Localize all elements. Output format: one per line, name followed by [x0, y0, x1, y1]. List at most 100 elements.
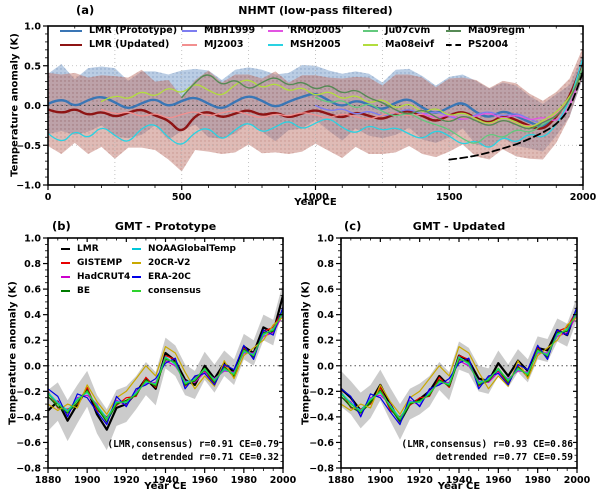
svg-text:−0.8: −0.8 — [16, 464, 41, 475]
ma08eivf-legend-label: Ma08eivf — [385, 39, 435, 50]
legend-item-ps2004: PS2004 — [446, 39, 508, 50]
msh2005-legend-label: MSH2005 — [290, 39, 341, 50]
svg-text:0: 0 — [45, 192, 52, 203]
panel-a-gridlines — [48, 26, 583, 185]
ma09regm-line — [181, 69, 583, 130]
svg-text:0.8: 0.8 — [317, 259, 334, 270]
svg-text:−0.2: −0.2 — [309, 387, 334, 398]
svg-text:1900: 1900 — [367, 475, 394, 486]
ps2004-legend-label: PS2004 — [468, 39, 509, 50]
svg-text:2000: 2000 — [270, 475, 297, 486]
panel-b-title: GMT - Prototype — [114, 220, 217, 233]
svg-text:0.2: 0.2 — [24, 336, 41, 347]
ps2004-legend-line — [446, 43, 461, 46]
svg-text:2000: 2000 — [570, 192, 597, 203]
consensus-legend-line — [132, 290, 141, 292]
lmr_updated-legend-line — [60, 43, 82, 46]
legend-item-era20c: ERA-20C — [132, 272, 191, 282]
ma09regm-legend-label: Ma09regm — [468, 25, 525, 36]
svg-text:−0.2: −0.2 — [16, 387, 41, 398]
svg-text:1960: 1960 — [485, 475, 512, 486]
era20c-line — [341, 306, 577, 426]
svg-text:1880: 1880 — [35, 475, 62, 486]
svg-text:1.0: 1.0 — [317, 234, 334, 245]
panel-c-bands — [341, 296, 577, 440]
panel-c-frame — [340, 237, 578, 469]
svg-text:1.0: 1.0 — [24, 22, 41, 33]
legend-item-tcr_v2: 20CR-V2 — [132, 258, 190, 268]
panel-b-frame — [47, 237, 284, 469]
panel-a-ylabel: Temperature anomaly (K) — [9, 33, 21, 177]
era20c-legend-line — [132, 276, 141, 278]
noaaglobaltemp-legend-line — [132, 248, 141, 250]
legend-item-rmo2005: RMO2005 — [268, 25, 341, 36]
rmo2005-legend-label: RMO2005 — [290, 25, 342, 36]
gistemp-legend-label: GISTEMP — [77, 258, 123, 268]
panel-c-series — [341, 306, 577, 426]
svg-text:−0.8: −0.8 — [309, 464, 334, 475]
legend-item-hadcrut4: HadCRUT4 — [61, 272, 130, 282]
panel-a-xlabel: Year CE — [294, 197, 337, 208]
legend-item-be: BE — [61, 286, 90, 296]
consensus-line — [48, 311, 283, 420]
legend-item-msh2005: MSH2005 — [268, 39, 341, 50]
ju07cvm-legend-label: Ju07cvm — [385, 25, 431, 36]
legend-item-mj2003: MJ2003 — [182, 39, 243, 50]
panel-a-title: NHMT (low-pass filtered) — [238, 4, 393, 17]
svg-text:1900: 1900 — [74, 475, 101, 486]
panel-c-lmr-uncertainty-band — [341, 296, 577, 440]
panel-b-lmr-uncertainty-band — [48, 282, 283, 451]
svg-text:1500: 1500 — [436, 192, 463, 203]
svg-text:1940: 1940 — [152, 475, 179, 486]
svg-text:1000: 1000 — [302, 192, 329, 203]
panel-b-ylabel: Temperature anomaly (K) — [7, 281, 19, 425]
hadcrut4-legend-line — [61, 276, 70, 278]
svg-text:−0.4: −0.4 — [16, 412, 41, 423]
ma09regm-legend-line — [446, 29, 461, 32]
legend-item-lmr_prototype: LMR (Prototype) — [60, 25, 177, 36]
tcr_v2-line — [341, 316, 577, 415]
panel-c-tick-labels: 1880 1900 1920 1940 1960 1980 2000 −0.8 −0.6 −0.4… — [309, 234, 590, 487]
panel-b-bands — [48, 282, 283, 451]
svg-text:2000: 2000 — [564, 475, 591, 486]
svg-text:0.6: 0.6 — [24, 285, 41, 296]
legend-item-ma09regm: Ma09regm — [446, 25, 525, 36]
svg-text:1960: 1960 — [191, 475, 218, 486]
ma08eivf-line — [100, 73, 583, 128]
panel-c-ylabel: Temperature anomaly (K) — [300, 281, 312, 425]
panel-b-detrended-stats: detrended r=0.71 CE=0.32 — [141, 452, 279, 463]
legend-item-consensus: consensus — [132, 286, 201, 296]
lmr_prototype-legend-label: LMR (Prototype) — [89, 25, 178, 36]
svg-text:1980: 1980 — [524, 475, 551, 486]
svg-text:−1.0: −1.0 — [16, 181, 41, 192]
svg-text:0.5: 0.5 — [24, 61, 41, 72]
noaaglobaltemp-legend-label: NOAAGlobalTemp — [148, 244, 236, 254]
svg-text:0.0: 0.0 — [317, 361, 334, 372]
gistemp-line — [341, 309, 577, 418]
consensus-line — [341, 311, 577, 420]
rmo2005-legend-line — [268, 29, 283, 32]
legend-item-ma08eivf: Ma08eivf — [363, 39, 434, 50]
msh2005-legend-line — [268, 43, 283, 46]
legend-item-lmr: LMR — [61, 244, 99, 254]
svg-text:0.2: 0.2 — [317, 336, 334, 347]
svg-text:0.0: 0.0 — [24, 101, 41, 112]
hadcrut4-legend-label: HadCRUT4 — [77, 272, 131, 282]
svg-text:0.0: 0.0 — [24, 361, 41, 372]
gistemp-legend-line — [61, 262, 70, 264]
legend-item-gistemp: GISTEMP — [61, 258, 122, 268]
lmr-legend-line — [61, 248, 70, 250]
lmr-legend-label: LMR — [77, 244, 99, 254]
svg-text:−0.5: −0.5 — [16, 141, 41, 152]
era20c-line — [48, 306, 283, 426]
lmr_updated-legend-label: LMR (Updated) — [89, 39, 170, 50]
legend-item-mbh1999: MBH1999 — [182, 25, 255, 36]
consensus-legend-label: consensus — [148, 286, 201, 296]
panel-a-tick-labels: 0 500 1000 1500 2000 −1.0 −0.5 0.0 0.5 1.0 — [16, 22, 596, 204]
panel-b-letter: (b) — [52, 219, 71, 233]
lmr_updated-line — [48, 60, 583, 132]
panel-a-series — [48, 57, 583, 161]
era20c-legend-label: ERA-20C — [148, 272, 191, 282]
